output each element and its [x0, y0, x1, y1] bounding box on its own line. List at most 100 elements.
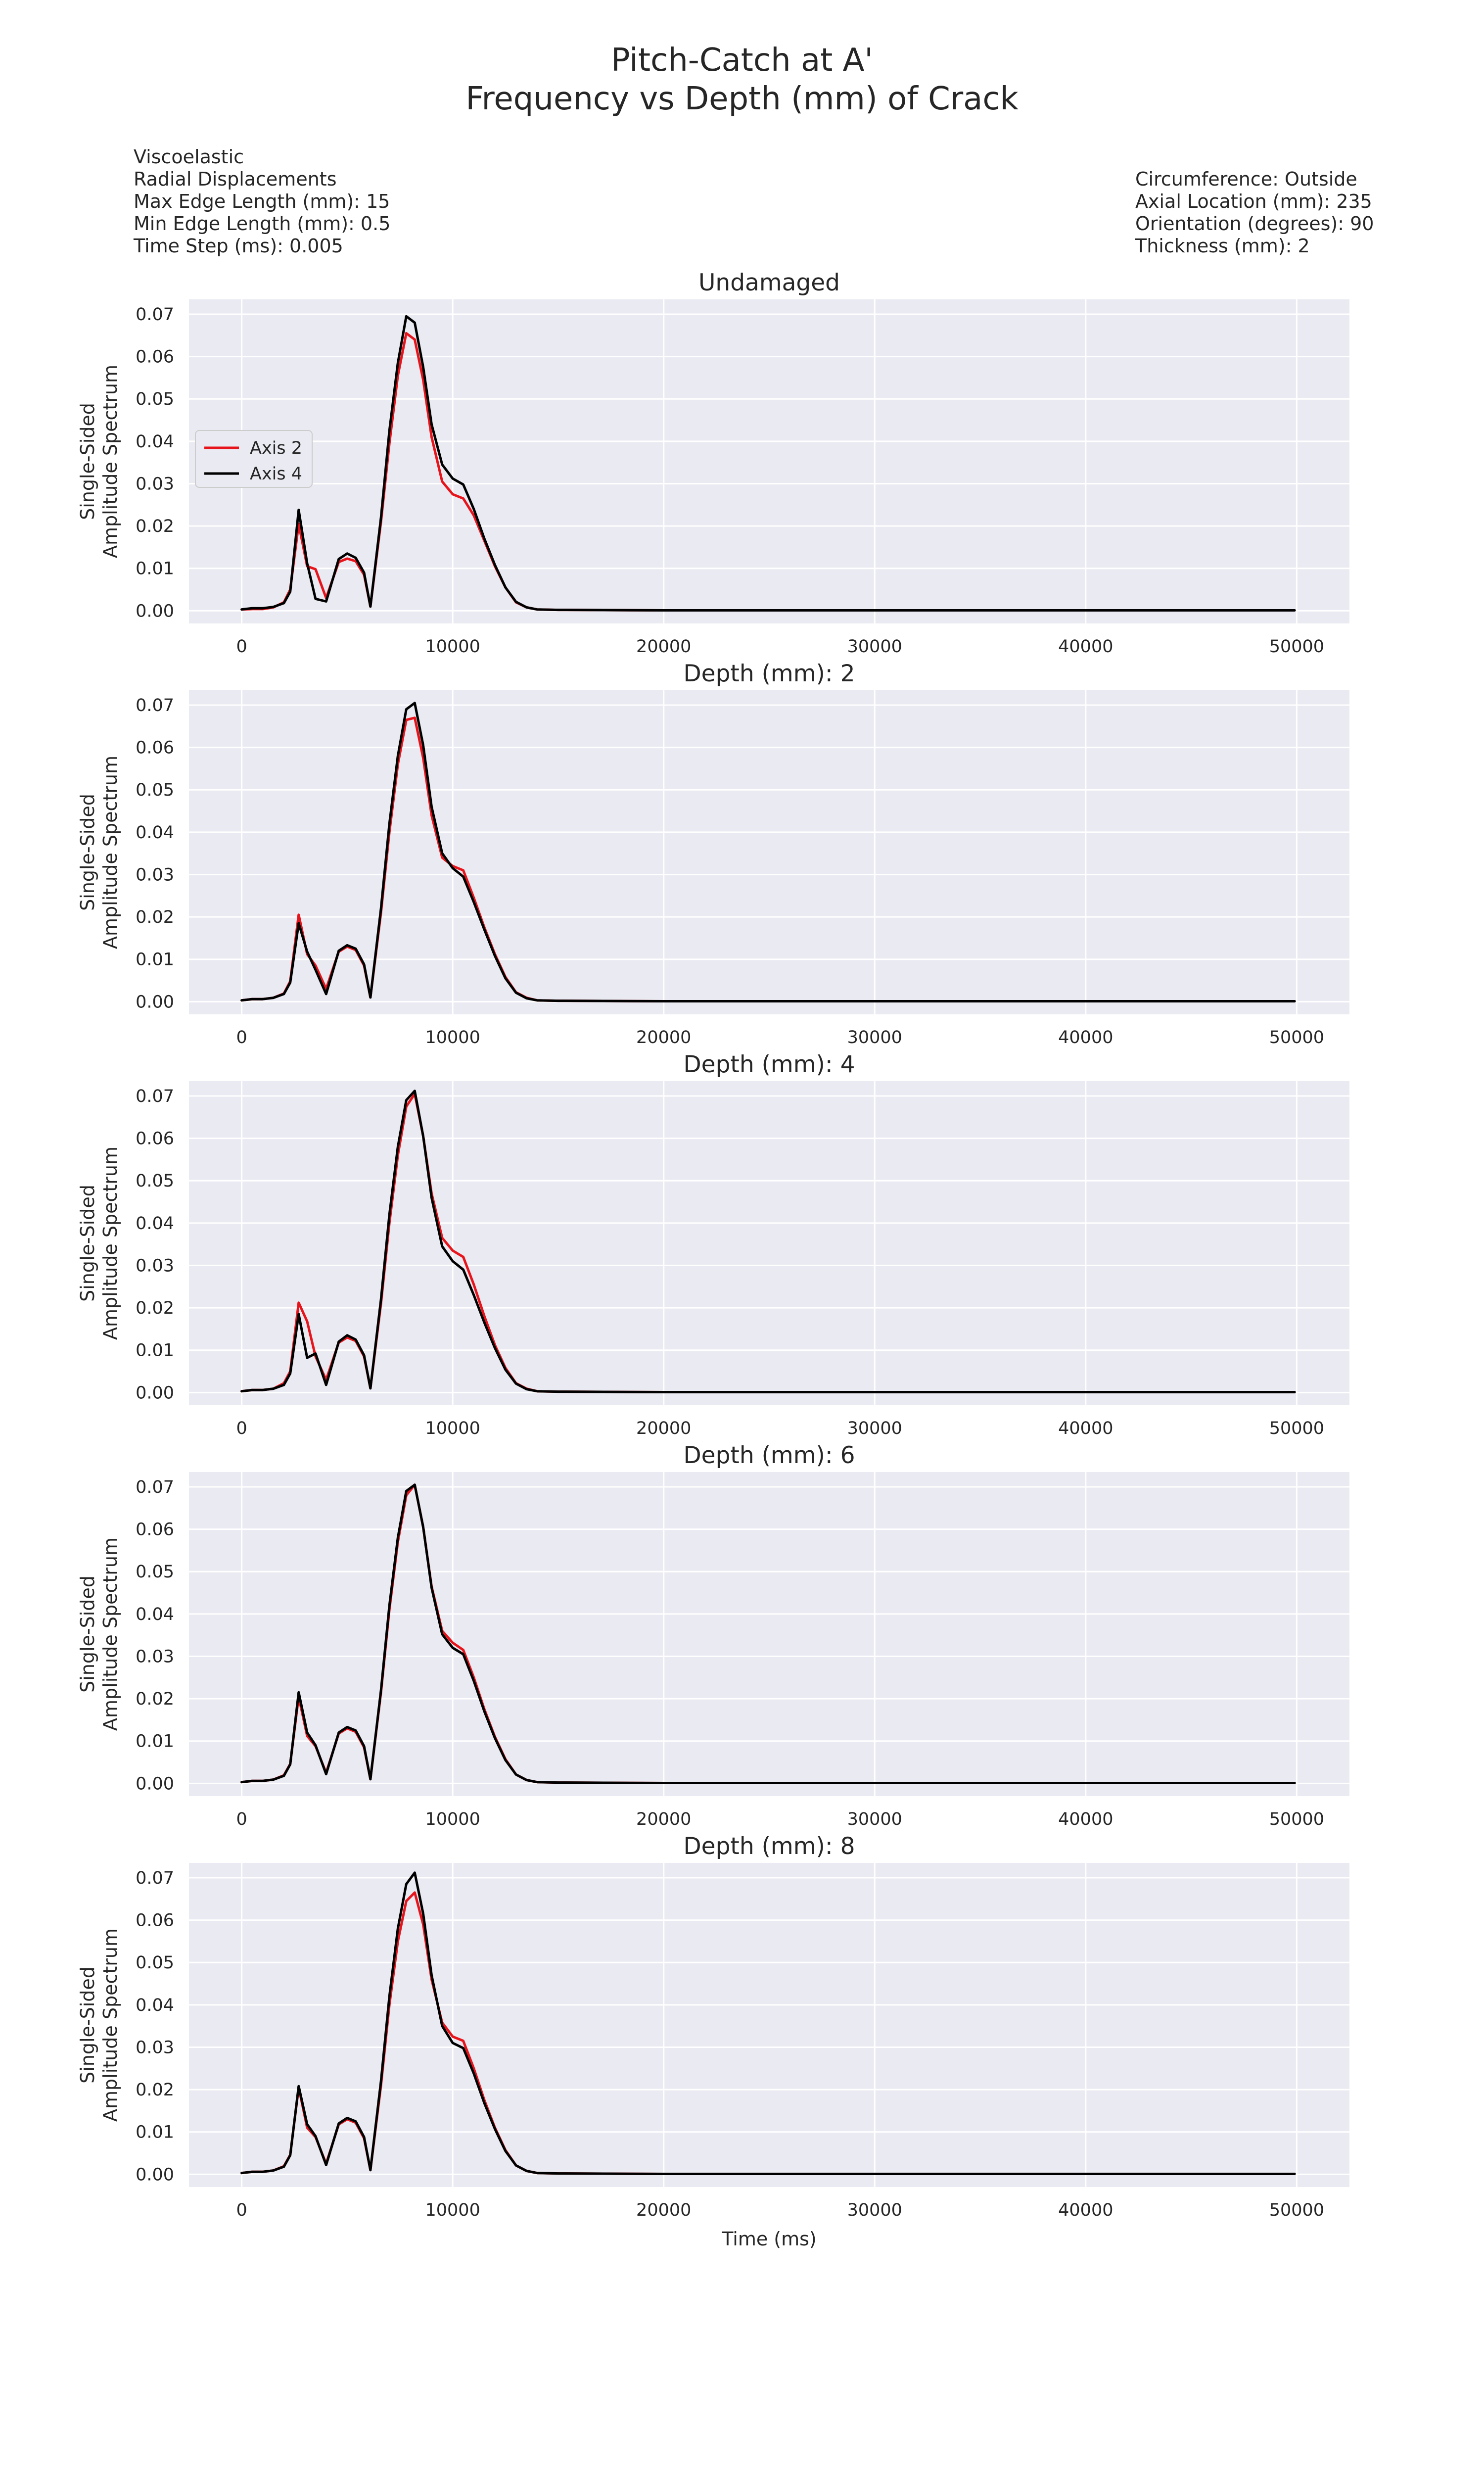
x-tick-label: 20000: [636, 1809, 691, 1829]
y-tick-label: 0.07: [136, 696, 174, 715]
subplot-title: Undamaged: [698, 269, 840, 296]
subplot-2: 0 10000 20000 30000 40000 50000 0.00 0.01 0.02 0.…: [77, 1051, 1349, 1438]
y-tick-label: 0.03: [136, 2038, 174, 2057]
x-tick-label: 0: [236, 637, 247, 657]
y-axis-label: Amplitude Spectrum: [99, 1537, 121, 1731]
info-left-line: Min Edge Length (mm): 0.5: [134, 213, 390, 235]
y-tick-label: 0.07: [136, 305, 174, 325]
x-tick-label: 40000: [1058, 2200, 1113, 2220]
y-axis-label: Amplitude Spectrum: [99, 365, 121, 558]
y-tick-label: 0.07: [136, 1087, 174, 1106]
x-tick-label: 50000: [1269, 1419, 1324, 1438]
y-axis-label: Single-Sided: [77, 403, 98, 520]
x-tick-label: 50000: [1269, 1809, 1324, 1829]
legend-label: Axis 2: [250, 438, 302, 458]
x-tick-label: 10000: [425, 1809, 480, 1829]
figure-title-line-1: Pitch-Catch at A': [611, 42, 873, 79]
subplot-title: Depth (mm): 2: [683, 660, 855, 687]
x-tick-label: 50000: [1269, 2200, 1324, 2220]
y-tick-label: 0.06: [136, 1911, 174, 1931]
info-left-line: Viscoelastic: [134, 146, 244, 168]
x-tick-label: 10000: [425, 1419, 480, 1438]
series-line-axis-4: [240, 1483, 1296, 1784]
info-right-line: Axial Location (mm): 235: [1135, 190, 1372, 212]
y-tick-label: 0.02: [136, 1689, 174, 1709]
y-tick-label: 0.07: [136, 1868, 174, 1888]
y-tick-label: 0.06: [136, 347, 174, 367]
y-axis-label: Single-Sided: [77, 1185, 98, 1302]
y-tick-label: 0.04: [136, 1996, 174, 2015]
subplot-title: Depth (mm): 6: [683, 1442, 855, 1469]
y-tick-label: 0.05: [136, 780, 174, 800]
x-tick-label: 40000: [1058, 1419, 1113, 1438]
y-tick-label: 0.02: [136, 517, 174, 536]
x-tick-label: 20000: [636, 637, 691, 657]
y-axis-label: Amplitude Spectrum: [99, 756, 121, 949]
x-axis-label: Time (ms): [721, 2228, 817, 2250]
y-axis-label: Single-Sided: [77, 794, 98, 911]
x-tick-label: 30000: [847, 1028, 902, 1047]
info-block-left: Viscoelastic Radial Displacements Max Ed…: [133, 146, 390, 257]
series-line-axis-4: [240, 702, 1296, 1002]
axes-background: [189, 1472, 1349, 1796]
info-left-line: Max Edge Length (mm): 15: [134, 190, 390, 212]
series-line-axis-4: [240, 1871, 1296, 2175]
x-tick-label: 0: [236, 1809, 247, 1829]
x-tick-label: 0: [236, 1419, 247, 1438]
y-tick-label: 0.01: [136, 1732, 174, 1752]
y-tick-label: 0.01: [136, 559, 174, 579]
y-tick-label: 0.04: [136, 1214, 174, 1234]
info-right-line: Circumference: Outside: [1135, 168, 1357, 190]
subplot-4: 0 10000 20000 30000 40000 50000 0.00 0.01 0.02 0.…: [77, 1833, 1349, 2250]
info-right-line: Orientation (degrees): 90: [1135, 213, 1374, 235]
y-tick-label: 0.00: [136, 1383, 174, 1403]
y-tick-label: 0.04: [136, 432, 174, 452]
x-tick-label: 50000: [1269, 1028, 1324, 1047]
x-tick-label: 20000: [636, 1419, 691, 1438]
x-tick-label: 10000: [425, 2200, 480, 2220]
legend-label: Axis 4: [250, 464, 302, 484]
subplot-1: 0 10000 20000 30000 40000 50000 0.00 0.01 0.02 0.…: [77, 660, 1349, 1047]
series-line-axis-4: [240, 1090, 1296, 1393]
y-tick-label: 0.06: [136, 738, 174, 758]
x-tick-label: 20000: [636, 2200, 691, 2220]
x-tick-label: 30000: [847, 1419, 902, 1438]
x-tick-label: 30000: [847, 1809, 902, 1829]
y-tick-label: 0.02: [136, 1298, 174, 1318]
y-tick-label: 0.02: [136, 2080, 174, 2100]
y-axis-label: Amplitude Spectrum: [99, 1928, 121, 2122]
subplot-3: 0 10000 20000 30000 40000 50000 0.00 0.01 0.02 0.…: [77, 1442, 1349, 1829]
series-line-axis-4: [240, 315, 1296, 612]
y-axis-label: Single-Sided: [77, 1966, 98, 2084]
axes-background: [189, 690, 1349, 1014]
subplot-title: Depth (mm): 8: [683, 1833, 855, 1860]
y-tick-label: 0.05: [136, 389, 174, 409]
x-tick-label: 40000: [1058, 1809, 1113, 1829]
x-tick-label: 40000: [1058, 637, 1113, 657]
y-tick-label: 0.02: [136, 907, 174, 927]
axes-background: [189, 1863, 1349, 2187]
info-block-right: Circumference: Outside Axial Location (m…: [1135, 168, 1374, 257]
figure-title-line-2: Frequency vs Depth (mm) of Crack: [465, 81, 1018, 117]
x-tick-label: 40000: [1058, 1028, 1113, 1047]
info-right-line: Thickness (mm): 2: [1135, 235, 1310, 257]
legend: Axis 2 Axis 4: [195, 430, 313, 488]
y-tick-label: 0.05: [136, 1171, 174, 1191]
y-tick-label: 0.00: [136, 601, 174, 621]
info-left-line: Time Step (ms): 0.005: [133, 235, 343, 257]
x-tick-label: 30000: [847, 2200, 902, 2220]
y-tick-label: 0.00: [136, 992, 174, 1012]
x-tick-label: 0: [236, 2200, 247, 2220]
axes-background: [189, 1081, 1349, 1405]
y-tick-label: 0.01: [136, 950, 174, 970]
x-tick-label: 20000: [636, 1028, 691, 1047]
y-tick-label: 0.05: [136, 1953, 174, 1973]
x-tick-label: 0: [236, 1028, 247, 1047]
subplot-0: 0 10000 20000 30000 40000 50000 0.00 0.01 0.02 0.…: [77, 269, 1349, 657]
axes-background: [189, 299, 1349, 623]
x-tick-label: 10000: [425, 637, 480, 657]
y-tick-label: 0.06: [136, 1520, 174, 1540]
y-axis-label: Single-Sided: [77, 1575, 98, 1693]
y-tick-label: 0.03: [136, 865, 174, 885]
